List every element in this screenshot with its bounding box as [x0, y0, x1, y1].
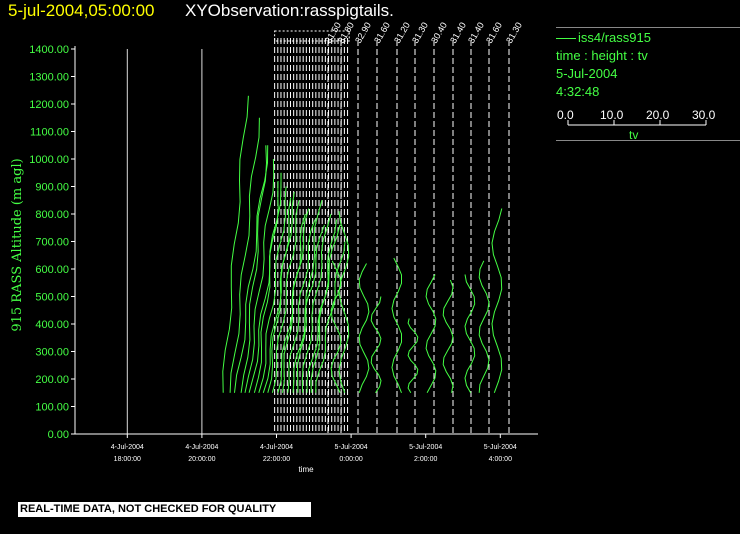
y-tick-label: 1400.00 — [29, 44, 69, 56]
y-tick-label: 800.00 — [35, 209, 69, 221]
x-tick-date: 4-Jul-2004 — [260, 444, 293, 451]
profile-value-label: 30.40 — [429, 20, 449, 45]
rass-profile-line — [258, 186, 287, 393]
y-tick-label: 300.00 — [35, 347, 69, 359]
x-tick-time: 2:00:00 — [414, 456, 437, 463]
rass-profile-line — [301, 213, 332, 393]
profile-value-label: 31.40 — [466, 20, 486, 45]
rass-profile-line — [282, 213, 306, 393]
legend-divider-top — [556, 27, 740, 28]
title-date: 5-jul-2004,05:00:00 — [8, 1, 155, 20]
rass-profile-line — [240, 145, 268, 393]
x-tick-time: 0:00:00 — [339, 456, 362, 463]
legend-scale-axis — [567, 120, 707, 126]
profile-value-label: 31.60 — [372, 20, 392, 45]
y-axis-label: 915 RASS Altitude (m agl) — [10, 158, 25, 331]
rass-profile-line — [315, 241, 346, 393]
y-tick-label: 0.00 — [48, 429, 69, 441]
y-tick-label: 100.00 — [35, 402, 69, 414]
rass-profile-line — [244, 158, 275, 393]
legend-scale-tick: 0.0 — [557, 108, 574, 122]
rass-profile-line — [296, 200, 323, 393]
rass-profile-line — [229, 117, 260, 393]
profile-value-label: 31.40 — [448, 20, 468, 45]
legend-scale-tick: 20.0 — [646, 108, 670, 122]
rass-profile-line — [464, 274, 476, 394]
y-tick-label: 1200.00 — [29, 99, 69, 111]
legend-series: iss4/rass915 — [556, 30, 651, 45]
rass-profile-line — [271, 200, 300, 393]
y-tick-label: 600.00 — [35, 264, 69, 276]
y-tick-label: 1100.00 — [30, 127, 69, 139]
x-tick-time: 22:00:00 — [263, 456, 290, 463]
legend-date: 5-Jul-2004 — [556, 66, 618, 81]
x-tick-time: 18:00:00 — [114, 456, 141, 463]
profile-value-label: 32.90 — [353, 20, 373, 45]
rass-profile-line — [287, 219, 316, 393]
legend-scale-tick: 30.0 — [692, 108, 716, 122]
rass-profile-line — [491, 208, 503, 393]
x-tick-date: 4-Jul-2004 — [185, 444, 218, 451]
profile-value-label: 31.30 — [504, 20, 524, 45]
rass-profile-line — [310, 219, 337, 393]
rass-profile-line — [425, 274, 437, 394]
x-tick-time: 20:00:00 — [188, 456, 215, 463]
rass-profile-line — [370, 296, 382, 394]
grid-layer — [126, 30, 510, 434]
legend-scale-label: tv — [629, 128, 639, 142]
y-tick-label: 500.00 — [35, 292, 69, 304]
rass-profile-line — [248, 172, 282, 393]
y-tick-label: 1000.00 — [29, 154, 69, 166]
profile-value-label: 31.20 — [392, 20, 412, 45]
profile-value-label: 31.30 — [410, 20, 430, 45]
legend-scale-tick: 10.0 — [600, 108, 624, 122]
legend-series-label: iss4/rass915 — [578, 30, 651, 45]
legend-time: 4:32:48 — [556, 84, 600, 99]
rass-profile-line — [292, 224, 325, 393]
series-layer — [222, 95, 503, 394]
quality-disclaimer: REAL-TIME DATA, NOT CHECKED FOR QUALITY — [18, 502, 311, 517]
rass-profile-line — [391, 257, 402, 393]
rass-profile-line — [262, 191, 295, 393]
x-tick-date: 5-Jul-2004 — [409, 444, 442, 451]
rass-profile-line — [407, 318, 419, 394]
page-title: XYObservation:rasspigtails. — [185, 1, 394, 20]
rass-profile-line — [267, 197, 292, 393]
profile-value-label: 31.60 — [484, 20, 504, 45]
y-tick-label: 900.00 — [35, 182, 69, 194]
rass-profile-line — [253, 180, 279, 393]
x-tick-date: 5-Jul-2004 — [484, 444, 517, 451]
rass-profile-line — [234, 145, 269, 393]
x-tick-time: 4:00:00 — [489, 456, 512, 463]
y-tick-label: 200.00 — [35, 374, 69, 386]
profile-label-cluster — [274, 30, 350, 42]
rass-profile-line — [338, 211, 350, 393]
y-tick-label: 1300.00 — [29, 72, 69, 84]
x-tick-date: 5-Jul-2004 — [335, 444, 368, 451]
rass-profile-line — [222, 95, 249, 393]
y-tick-label: 700.00 — [35, 237, 69, 249]
rass-profile-line — [358, 263, 370, 393]
x-axis-label: time — [298, 465, 314, 474]
legend-line-icon — [556, 38, 576, 40]
rass-profile-line — [478, 260, 490, 393]
rass-profile-line — [442, 279, 454, 393]
legend-mapping: time : height : tv — [556, 48, 648, 63]
rass-profile-line — [306, 224, 341, 393]
legend-divider-bottom — [556, 140, 740, 141]
axis-layer: 0.00 100.00 200.00 300.00 400.00 500.00 600.00… — [29, 20, 538, 463]
x-tick-date: 4-Jul-2004 — [111, 444, 144, 451]
y-tick-label: 400.00 — [35, 319, 69, 331]
